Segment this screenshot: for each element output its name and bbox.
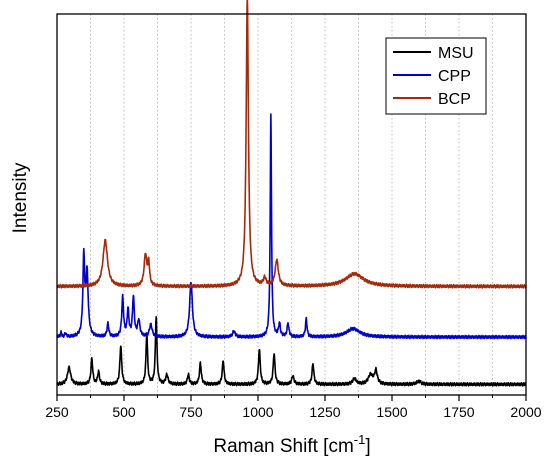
legend: MSU CPP BCP <box>385 37 487 115</box>
x-axis-ticks <box>56 395 527 401</box>
series-line-cpp <box>56 113 527 340</box>
legend-label-cpp: CPP <box>438 68 471 85</box>
x-tick-label: 750 <box>179 404 203 420</box>
series-line-bcp <box>56 0 527 289</box>
legend-label-msu: MSU <box>438 45 474 62</box>
spectra-lines <box>56 0 527 387</box>
y-axis-title: Intensity <box>10 162 31 233</box>
x-tick-label: 500 <box>112 404 136 420</box>
x-tick-label: 250 <box>45 404 69 420</box>
x-axis-title-superscript: -1 <box>354 432 366 447</box>
x-axis-title: Raman Shift [cm-1] <box>213 432 370 457</box>
x-axis-title-main: Raman Shift [cm <box>213 436 353 457</box>
vertical-grid-lines <box>90 14 493 395</box>
x-tick-label: 1500 <box>376 404 407 420</box>
x-axis-title-end: ] <box>365 436 370 457</box>
series-line-msu <box>56 316 527 387</box>
x-tick-label: 1750 <box>443 404 474 420</box>
x-tick-label: 2000 <box>510 404 541 420</box>
legend-label-bcp: BCP <box>438 91 471 108</box>
x-axis-tick-labels: 250 500 750 1000 1250 1500 1750 2000 <box>45 404 541 420</box>
x-tick-label: 1000 <box>242 404 273 420</box>
x-tick-label: 1250 <box>309 404 340 420</box>
